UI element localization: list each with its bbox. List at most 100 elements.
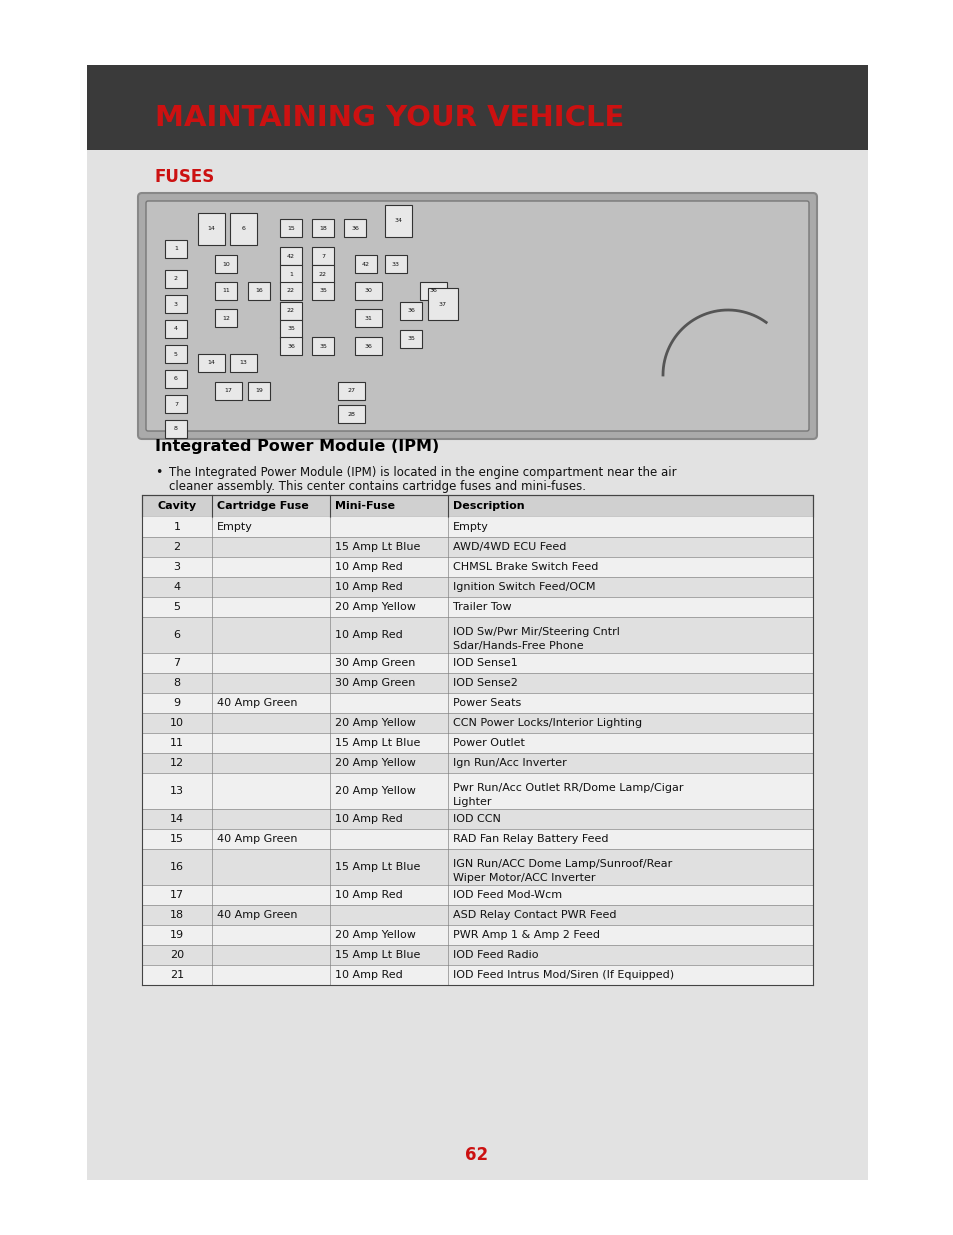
Text: 15: 15 — [170, 834, 184, 844]
Bar — [230, 212, 256, 245]
Bar — [312, 247, 334, 266]
Text: 33: 33 — [392, 262, 399, 267]
Text: 20: 20 — [170, 950, 184, 960]
Bar — [355, 309, 381, 327]
Bar — [280, 337, 302, 354]
Text: 2: 2 — [173, 542, 180, 552]
Bar — [280, 247, 302, 266]
Text: Empty: Empty — [216, 522, 253, 532]
Text: 40 Amp Green: 40 Amp Green — [216, 910, 297, 920]
Text: Trailer Tow: Trailer Tow — [453, 601, 511, 613]
Text: MAINTAINING YOUR VEHICLE: MAINTAINING YOUR VEHICLE — [154, 104, 623, 132]
Text: Wiper Motor/ACC Inverter: Wiper Motor/ACC Inverter — [453, 873, 595, 883]
Bar — [142, 773, 812, 809]
Bar — [142, 905, 812, 925]
Text: 16: 16 — [170, 862, 184, 872]
Text: 10 Amp Red: 10 Amp Red — [335, 969, 402, 981]
Text: 36: 36 — [364, 343, 372, 348]
Bar — [142, 713, 812, 734]
Text: Empty: Empty — [453, 522, 488, 532]
Bar — [142, 829, 812, 848]
Text: 35: 35 — [407, 336, 415, 342]
Bar — [230, 354, 256, 372]
Text: IGN Run/ACC Dome Lamp/Sunroof/Rear: IGN Run/ACC Dome Lamp/Sunroof/Rear — [453, 860, 672, 869]
Text: CCN Power Locks/Interior Lighting: CCN Power Locks/Interior Lighting — [453, 718, 641, 727]
Text: 15 Amp Lt Blue: 15 Amp Lt Blue — [335, 542, 420, 552]
Bar — [142, 537, 812, 557]
Text: 22: 22 — [287, 289, 294, 294]
Bar — [142, 618, 812, 653]
Bar — [142, 557, 812, 577]
Text: 8: 8 — [173, 678, 180, 688]
Text: Pwr Run/Acc Outlet RR/Dome Lamp/Cigar: Pwr Run/Acc Outlet RR/Dome Lamp/Cigar — [453, 783, 682, 793]
Bar — [198, 212, 225, 245]
Text: 11: 11 — [222, 289, 230, 294]
Text: 7: 7 — [173, 658, 180, 668]
Text: 10 Amp Red: 10 Amp Red — [335, 630, 402, 640]
Text: Power Outlet: Power Outlet — [453, 739, 524, 748]
Text: 35: 35 — [318, 343, 327, 348]
Text: 10 Amp Red: 10 Amp Red — [335, 562, 402, 572]
Text: 3: 3 — [173, 562, 180, 572]
Text: 15 Amp Lt Blue: 15 Amp Lt Blue — [335, 950, 420, 960]
FancyBboxPatch shape — [146, 201, 808, 431]
Bar — [142, 753, 812, 773]
Text: The Integrated Power Module (IPM) is located in the engine compartment near the : The Integrated Power Module (IPM) is loc… — [169, 466, 676, 479]
Text: 9: 9 — [173, 698, 180, 708]
Text: 15 Amp Lt Blue: 15 Amp Lt Blue — [335, 739, 420, 748]
Bar — [337, 405, 365, 424]
Text: 36: 36 — [351, 226, 358, 231]
Text: 31: 31 — [364, 315, 372, 321]
Text: 5: 5 — [173, 601, 180, 613]
Bar — [355, 282, 381, 300]
Text: 10: 10 — [170, 718, 184, 727]
Text: 17: 17 — [224, 389, 233, 394]
Bar — [214, 309, 236, 327]
Text: 35: 35 — [318, 289, 327, 294]
Text: 4: 4 — [173, 582, 180, 592]
Text: 20 Amp Yellow: 20 Amp Yellow — [335, 601, 416, 613]
Text: cleaner assembly. This center contains cartridge fuses and mini-fuses.: cleaner assembly. This center contains c… — [169, 480, 585, 493]
Bar — [165, 320, 187, 338]
Bar — [214, 254, 236, 273]
Bar — [142, 597, 812, 618]
Text: IOD Feed Intrus Mod/Siren (If Equipped): IOD Feed Intrus Mod/Siren (If Equipped) — [453, 969, 674, 981]
Bar — [142, 734, 812, 753]
Bar — [399, 330, 421, 348]
Bar — [142, 577, 812, 597]
Text: 40 Amp Green: 40 Amp Green — [216, 834, 297, 844]
Text: 18: 18 — [319, 226, 327, 231]
Text: Integrated Power Module (IPM): Integrated Power Module (IPM) — [154, 440, 438, 454]
Text: 14: 14 — [170, 814, 184, 824]
Text: 20 Amp Yellow: 20 Amp Yellow — [335, 930, 416, 940]
Text: 36: 36 — [287, 343, 294, 348]
Bar — [142, 885, 812, 905]
Text: 22: 22 — [287, 309, 294, 314]
Text: Cartridge Fuse: Cartridge Fuse — [216, 501, 308, 511]
Bar — [248, 282, 270, 300]
Text: 7: 7 — [320, 253, 325, 258]
Bar — [280, 303, 302, 320]
Text: 1: 1 — [173, 247, 178, 252]
FancyBboxPatch shape — [138, 193, 816, 438]
Text: Mini-Fuse: Mini-Fuse — [335, 501, 395, 511]
Text: Lighter: Lighter — [453, 797, 492, 808]
Bar — [142, 965, 812, 986]
Text: 14: 14 — [208, 361, 215, 366]
Bar — [165, 395, 187, 412]
Text: 6: 6 — [173, 377, 178, 382]
Text: 7: 7 — [173, 401, 178, 406]
Bar — [385, 254, 407, 273]
Text: IOD Sense2: IOD Sense2 — [453, 678, 517, 688]
Bar — [312, 219, 334, 237]
Text: 13: 13 — [239, 361, 247, 366]
Bar — [248, 382, 270, 400]
Bar — [280, 282, 302, 300]
Text: 10 Amp Red: 10 Amp Red — [335, 814, 402, 824]
Text: 6: 6 — [173, 630, 180, 640]
Text: 1: 1 — [289, 272, 293, 277]
Bar — [142, 517, 812, 537]
Text: 5: 5 — [173, 352, 178, 357]
Text: 8: 8 — [173, 426, 178, 431]
Text: 11: 11 — [170, 739, 184, 748]
